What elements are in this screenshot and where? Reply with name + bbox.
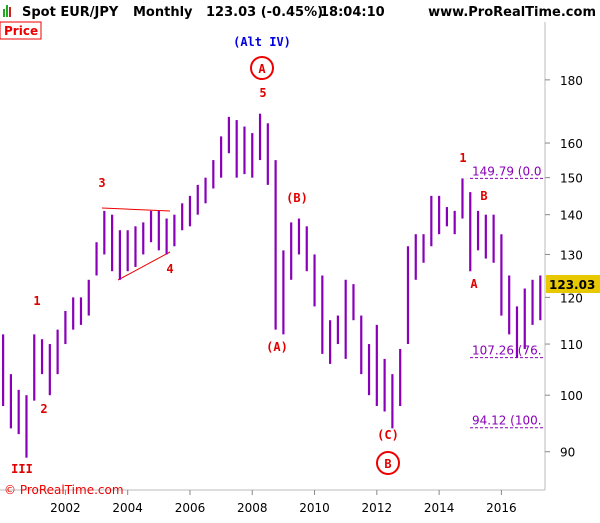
x-tick-label: 2004 <box>112 501 143 515</box>
header-bar <box>0 0 600 22</box>
wave-label: (A) <box>266 340 288 354</box>
site: www.ProRealTime.com <box>428 5 596 20</box>
wave-label: (C) <box>377 428 399 442</box>
wave-label: A <box>258 62 266 76</box>
time: 18:04:10 <box>320 5 385 20</box>
x-tick-label: 2010 <box>299 501 330 515</box>
symbol: Spot EUR/JPY <box>22 5 119 20</box>
wave-label: B <box>480 189 487 203</box>
wave-label: 1 <box>33 294 40 308</box>
level-label: 107.26 (76. <box>472 344 542 358</box>
y-tick-label: 110 <box>560 338 583 352</box>
y-tick-label: 120 <box>560 291 583 305</box>
chart-title: (Alt IV) <box>233 35 291 49</box>
x-tick-label: 2008 <box>237 501 268 515</box>
x-tick-label: 2006 <box>175 501 206 515</box>
y-tick-label: 180 <box>560 74 583 88</box>
panel-label: Price <box>4 24 38 38</box>
wave-label: 3 <box>98 176 105 190</box>
quote: 123.03 (-0.45%) <box>206 5 323 20</box>
wave-label: (B) <box>286 191 308 205</box>
wave-label: 4 <box>166 262 173 276</box>
last-price-label: 123.03 <box>549 278 595 292</box>
level-label: 149.79 (0.0 <box>472 164 542 178</box>
y-tick-label: 150 <box>560 172 583 186</box>
x-tick-label: 2002 <box>50 501 81 515</box>
y-tick-label: 160 <box>560 137 583 151</box>
wave-label: 1 <box>459 151 466 165</box>
wave-label: 5 <box>259 86 266 100</box>
wave-label: III <box>11 462 33 476</box>
level-label: 94.12 (100. <box>472 414 542 428</box>
last-price-box <box>546 275 600 294</box>
wave-circle <box>376 451 400 475</box>
x-tick-label: 2016 <box>486 501 517 515</box>
x-tick-label: 2014 <box>424 501 455 515</box>
y-tick-label: 130 <box>560 248 583 262</box>
logo <box>3 5 11 17</box>
copyright: © ProRealTime.com <box>4 483 124 497</box>
y-tick-label: 100 <box>560 389 583 403</box>
y-tick-label: 140 <box>560 209 583 223</box>
wave-label: B <box>384 457 391 471</box>
panel-label-box <box>0 21 42 40</box>
period: Monthly <box>133 5 193 20</box>
wave-circle <box>250 56 274 80</box>
wave-label: 2 <box>40 402 47 416</box>
x-tick-label: 2012 <box>362 501 393 515</box>
wave-label: A <box>470 277 478 291</box>
trend-line <box>101 207 171 212</box>
y-tick-label: 90 <box>560 446 575 460</box>
trend-line <box>117 251 171 281</box>
